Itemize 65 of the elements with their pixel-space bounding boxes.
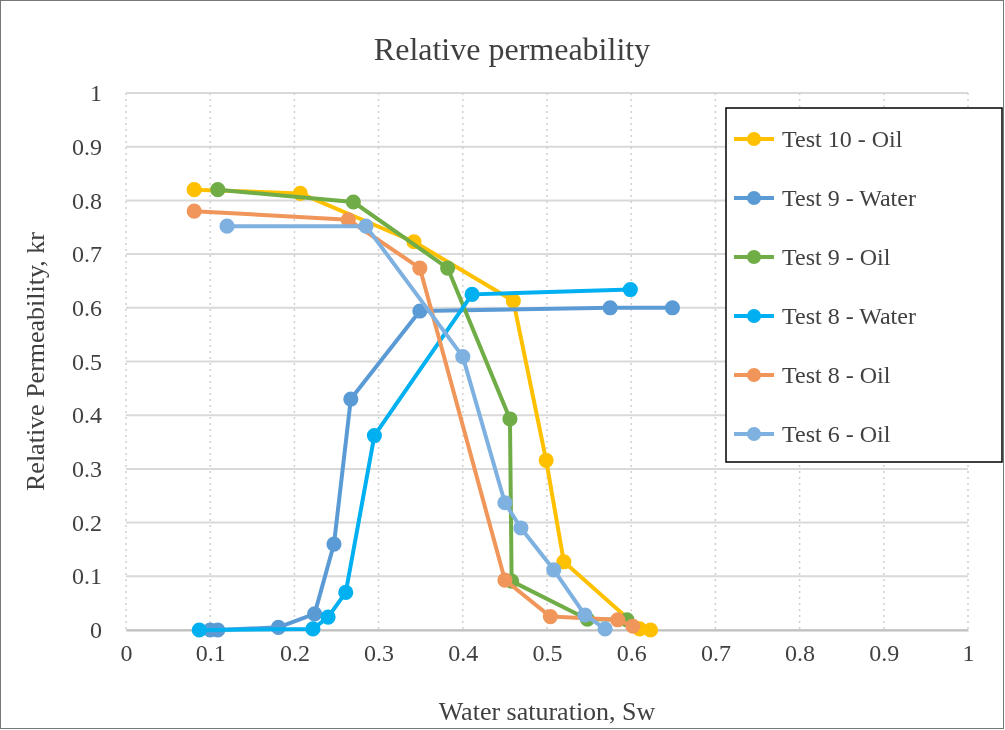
x-tick-label: 0.1 [195, 640, 226, 667]
point [597, 621, 613, 637]
point [610, 612, 626, 628]
point [210, 182, 226, 198]
point [338, 584, 354, 600]
point [625, 618, 641, 634]
point [513, 520, 529, 536]
point [643, 622, 659, 638]
y-tick-label: 0.4 [72, 402, 102, 429]
point [542, 609, 558, 625]
y-tick-label: 0.1 [72, 563, 102, 590]
point [577, 607, 593, 623]
y-tick-label: 1 [90, 80, 102, 107]
x-tick-label: 0 [120, 640, 133, 667]
y-axis-title: Relative Permeability, kr [21, 231, 50, 491]
x-tick-label: 0.8 [785, 640, 816, 667]
x-tick-label: 0.3 [364, 640, 395, 667]
legend-label: Test 9 - Water [782, 185, 916, 211]
point [602, 300, 618, 316]
legend-label: Test 8 - Water [782, 303, 916, 329]
x-tick-label: 0.5 [532, 640, 563, 667]
point [455, 349, 471, 365]
legend-label: Test 8 - Oil [782, 362, 891, 388]
point [358, 218, 374, 234]
point [622, 281, 638, 298]
y-tick-label: 0.8 [72, 187, 102, 214]
point [305, 621, 321, 637]
point [556, 554, 572, 570]
point [345, 194, 361, 210]
point [502, 411, 518, 427]
point [307, 606, 323, 622]
y-tick-label: 0.9 [72, 133, 102, 160]
point [464, 286, 480, 302]
point [412, 260, 428, 276]
x-tick-label: 0.4 [448, 640, 479, 667]
point [186, 203, 202, 219]
x-tick-label: 1 [962, 640, 975, 667]
point [186, 182, 202, 198]
y-tick-label: 0 [90, 617, 102, 644]
y-tick-label: 0.5 [72, 348, 102, 375]
y-tick-label: 0.3 [72, 456, 102, 483]
point [191, 622, 207, 638]
y-tick-label: 0.6 [72, 294, 102, 321]
x-tick-label: 0.7 [700, 640, 731, 667]
point [219, 218, 235, 234]
legend-label: Test 9 - Oil [782, 244, 891, 270]
point [343, 391, 359, 407]
chart-title: Relative permeability [373, 31, 651, 67]
x-tick-label: 0.9 [869, 640, 900, 667]
legend-label: Test 6 - Oil [782, 421, 891, 447]
point [320, 609, 336, 625]
y-tick-label: 0.2 [72, 509, 102, 536]
x-tick-label: 0.2 [279, 640, 310, 667]
point [497, 572, 513, 588]
y-tick-label: 0.7 [72, 241, 102, 268]
point [538, 452, 554, 468]
point [440, 260, 456, 276]
point [366, 428, 382, 444]
x-axis-title: Water saturation, Sw [438, 697, 656, 726]
legend-label: Test 10 - Oil [782, 126, 903, 152]
point [326, 536, 342, 552]
point [546, 562, 562, 578]
point [497, 495, 513, 511]
x-tick-label: 0.6 [616, 640, 647, 667]
point [664, 300, 681, 316]
